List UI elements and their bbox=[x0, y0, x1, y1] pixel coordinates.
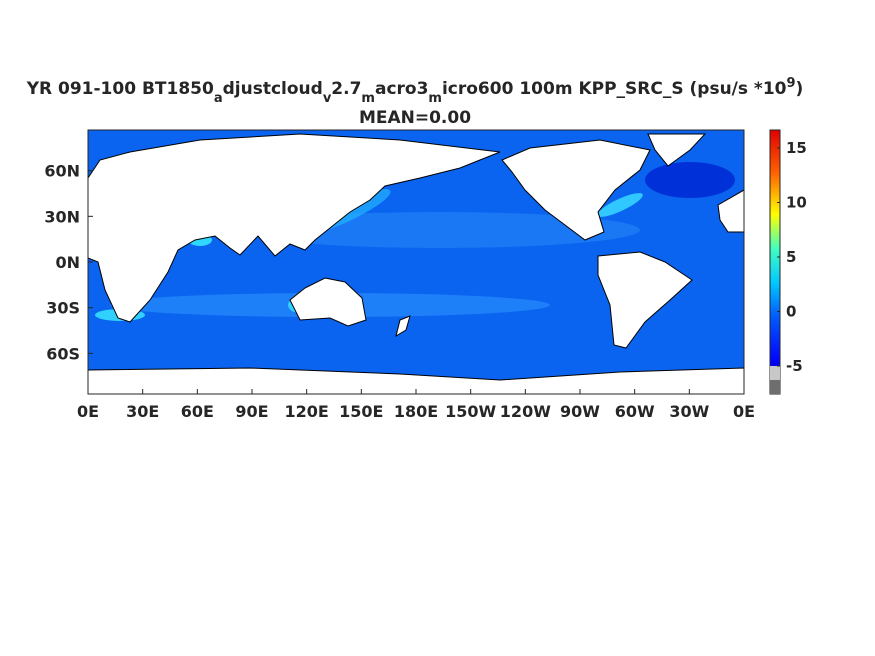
title-part: djustcloud bbox=[223, 79, 323, 99]
x-tick-label: 60W bbox=[615, 402, 655, 421]
title-part: 9 bbox=[786, 76, 795, 91]
y-tick-label: 60N bbox=[44, 162, 80, 181]
x-tick-label: 150W bbox=[445, 402, 496, 421]
x-tick-label: 0E bbox=[733, 402, 755, 421]
title-part: icro600 100m KPP_SRC_S (psu/s *10 bbox=[442, 79, 787, 99]
colorbar-under bbox=[770, 379, 780, 394]
colorbar-tick-label: 0 bbox=[786, 302, 796, 320]
x-tick-label: 120E bbox=[285, 402, 329, 421]
title-part: 2.7 bbox=[331, 79, 361, 99]
colorbar-tick-label: 5 bbox=[786, 248, 796, 266]
title-part: v bbox=[323, 91, 332, 106]
y-tick-label: 30N bbox=[44, 207, 80, 226]
title-part: a bbox=[214, 91, 223, 106]
title-part: m bbox=[428, 91, 442, 106]
colorbar-tick-label: -5 bbox=[786, 357, 803, 375]
title-part: ) bbox=[796, 79, 804, 99]
x-tick-label: 150E bbox=[339, 402, 383, 421]
x-tick-label: 30W bbox=[669, 402, 709, 421]
x-tick-label: 60E bbox=[181, 402, 214, 421]
x-tick-label: 30E bbox=[126, 402, 159, 421]
colorbar bbox=[769, 129, 781, 395]
title-part: m bbox=[361, 91, 375, 106]
map-title: YR 091-100 BT1850adjustcloudv2.7macro3mi… bbox=[26, 76, 804, 106]
map-subtitle: MEAN=0.00 bbox=[359, 108, 471, 128]
y-tick-label: 30S bbox=[46, 299, 80, 318]
title-part: acro3 bbox=[375, 79, 428, 99]
map-area bbox=[88, 130, 744, 394]
x-tick-label: 0E bbox=[77, 402, 99, 421]
colorbar-under bbox=[770, 365, 780, 380]
x-tick-label: 180E bbox=[394, 402, 438, 421]
colorbar-tick-label: 15 bbox=[786, 139, 807, 157]
colorbar-tick-label: 10 bbox=[786, 193, 807, 211]
y-tick-label: 60S bbox=[46, 344, 80, 363]
x-tick-label: 120W bbox=[500, 402, 551, 421]
x-tick-label: 90W bbox=[560, 402, 600, 421]
x-tick-label: 90E bbox=[235, 402, 268, 421]
title-part: YR 091-100 BT1850 bbox=[26, 79, 214, 99]
y-tick-label: 0N bbox=[55, 253, 80, 272]
